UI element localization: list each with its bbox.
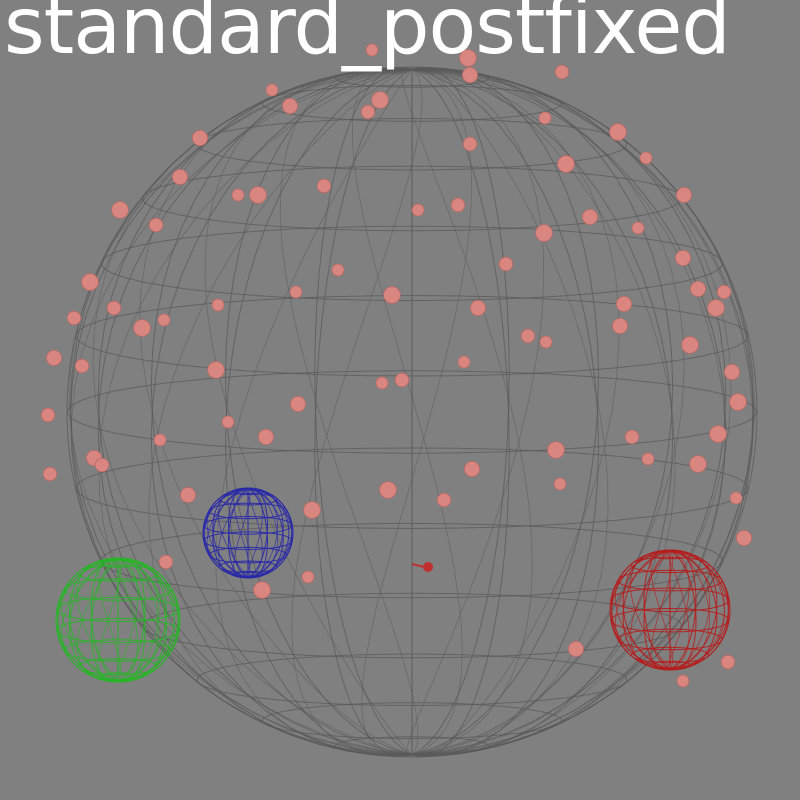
- particle: [94, 457, 110, 473]
- particle: [641, 452, 655, 466]
- particle: [148, 217, 164, 233]
- particle: [221, 415, 235, 429]
- particle: [231, 188, 245, 202]
- particle: [111, 201, 129, 219]
- green-wireframe-sphere[interactable]: [55, 557, 181, 683]
- particle: [316, 178, 332, 194]
- particle: [40, 407, 56, 423]
- particle: [609, 123, 627, 141]
- particle: [81, 273, 99, 291]
- particle: [179, 486, 196, 503]
- particle: [498, 256, 514, 272]
- particle: [253, 581, 271, 599]
- particle: [375, 376, 389, 390]
- particle: [371, 91, 389, 109]
- particle: [301, 570, 315, 584]
- particle: [191, 129, 208, 146]
- particle: [547, 441, 565, 459]
- blue-wireframe-sphere[interactable]: [202, 487, 294, 579]
- particle: [724, 363, 741, 380]
- particle: [568, 641, 585, 658]
- particle: [639, 151, 653, 165]
- particle: [736, 530, 753, 547]
- particle: [133, 319, 151, 337]
- particle: [681, 336, 699, 354]
- arrow-shaft: [411, 563, 425, 568]
- red-arrow-marker[interactable]: [411, 562, 433, 572]
- particle: [289, 285, 303, 299]
- particle: [289, 395, 306, 412]
- particle: [535, 224, 553, 242]
- particle: [554, 64, 570, 80]
- particle: [379, 481, 397, 499]
- particle: [450, 197, 466, 213]
- arrow-head: [423, 562, 433, 572]
- particle: [303, 501, 321, 519]
- particle: [249, 186, 267, 204]
- particle: [46, 349, 63, 366]
- red-wireframe-sphere[interactable]: [609, 549, 731, 671]
- particle: [257, 428, 274, 445]
- particle: [539, 335, 553, 349]
- particle: [582, 208, 599, 225]
- particle: [720, 654, 736, 670]
- particle: [42, 466, 58, 482]
- particle: [689, 455, 707, 473]
- particle: [74, 358, 90, 374]
- particle: [676, 674, 690, 688]
- particle: [360, 104, 376, 120]
- particle: [624, 429, 640, 445]
- particle: [538, 111, 552, 125]
- particle: [463, 460, 480, 477]
- particle: [411, 203, 425, 217]
- particle: [158, 554, 174, 570]
- particle: [553, 477, 567, 491]
- particle: [436, 492, 452, 508]
- particle-cloud: [40, 43, 753, 688]
- particle: [211, 298, 225, 312]
- particle: [462, 136, 478, 152]
- particle: [469, 299, 486, 316]
- particle: [729, 491, 743, 505]
- particle: [365, 43, 379, 57]
- particle: [676, 186, 693, 203]
- particle: [106, 300, 122, 316]
- particle: [690, 280, 707, 297]
- particle: [631, 221, 645, 235]
- particle: [520, 328, 536, 344]
- particle: [265, 83, 279, 97]
- particle: [66, 310, 82, 326]
- particle: [557, 155, 575, 173]
- particle: [281, 98, 298, 115]
- particle: [383, 286, 401, 304]
- particle: [153, 433, 167, 447]
- particle: [171, 168, 188, 185]
- particle: [709, 425, 727, 443]
- particle: [157, 313, 171, 327]
- particle: [394, 372, 410, 388]
- boundary-sphere-wireframe: [66, 66, 758, 758]
- particle: [729, 393, 747, 411]
- particle: [461, 67, 478, 84]
- particle: [612, 317, 629, 334]
- particle: [716, 284, 732, 300]
- particle: [457, 355, 471, 369]
- particle: [331, 263, 345, 277]
- particle: [675, 249, 692, 266]
- particle: [207, 361, 225, 379]
- particle: [459, 49, 477, 67]
- particle: [616, 295, 633, 312]
- particle: [707, 299, 725, 317]
